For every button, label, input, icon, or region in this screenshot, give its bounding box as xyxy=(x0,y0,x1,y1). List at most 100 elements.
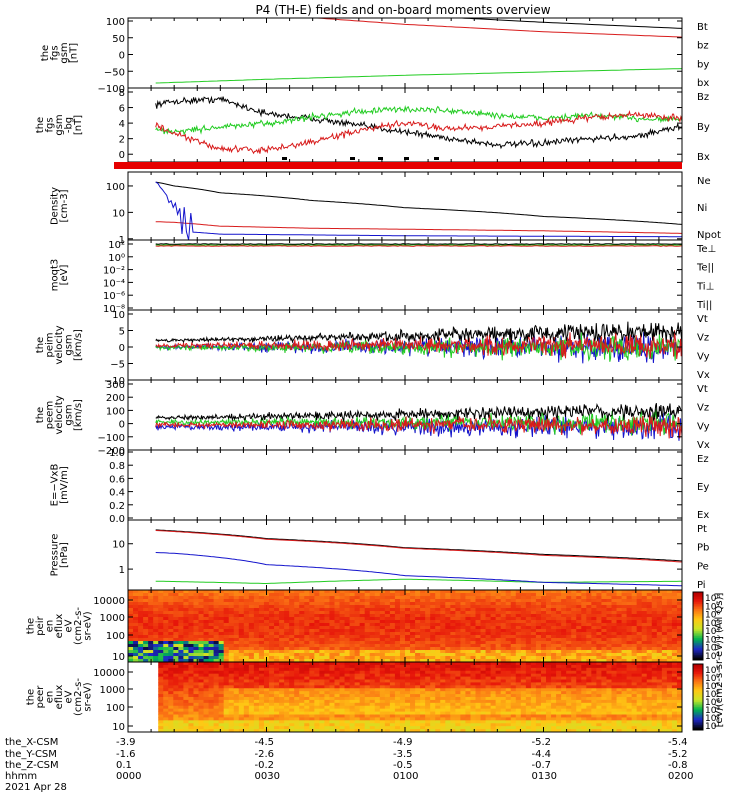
spectrogram-cell xyxy=(243,647,250,651)
spectrogram-cell xyxy=(500,617,507,621)
spectrogram-cell xyxy=(243,688,250,692)
spectrogram-cell xyxy=(213,602,220,606)
spectrogram-cell xyxy=(646,617,653,621)
spectrogram-cell xyxy=(329,644,335,648)
spectrogram-cell xyxy=(354,602,361,606)
spectrogram-cell xyxy=(173,593,179,597)
spectrogram-cell xyxy=(289,673,295,678)
spectrogram-cell xyxy=(445,664,451,669)
spectrogram-cell xyxy=(314,641,320,645)
spectrogram-cell xyxy=(253,635,260,639)
spectrogram-cell xyxy=(394,673,401,678)
spectrogram-cell xyxy=(284,702,290,707)
spectrogram-cell xyxy=(319,702,325,707)
spectrogram-cell xyxy=(188,644,194,648)
spectrogram-cell xyxy=(163,708,169,713)
spectrogram-cell xyxy=(193,676,200,680)
spectrogram-cell xyxy=(415,699,421,704)
spectrogram-cell xyxy=(153,653,159,657)
spectrogram-cell xyxy=(435,705,441,710)
spectrogram-cell xyxy=(369,617,376,621)
spectrogram-cell xyxy=(621,617,628,621)
spectrogram-cell xyxy=(248,697,255,701)
spectrogram-cell xyxy=(440,676,446,680)
spectrogram-cell xyxy=(168,638,174,642)
spectrogram-cell xyxy=(138,656,144,660)
spectrogram-cell xyxy=(631,644,638,648)
spectrogram-cell xyxy=(188,650,194,654)
spectrogram-cell xyxy=(601,605,607,609)
spectrogram-cell xyxy=(173,617,179,621)
spectrogram-cell xyxy=(546,635,552,639)
spectrogram-cell xyxy=(324,593,330,597)
spectrogram-cell xyxy=(208,635,215,639)
y-tick-label: −100 xyxy=(98,433,125,444)
spectrogram-cell xyxy=(420,694,426,698)
spectrogram-cell xyxy=(389,659,396,662)
spectrogram-cell xyxy=(163,638,169,642)
spectrogram-cell xyxy=(525,653,532,657)
spectrogram-cell xyxy=(173,623,179,627)
spectrogram-cell xyxy=(405,717,411,721)
spectrogram-cell xyxy=(253,626,260,630)
spectrogram-cell xyxy=(460,620,466,624)
spectrogram-cell xyxy=(440,638,446,642)
spectrogram-cell xyxy=(188,702,194,707)
spectrogram-cell xyxy=(183,626,189,630)
spectrogram-cell xyxy=(269,638,275,642)
spectrogram-cell xyxy=(435,641,441,645)
spectrogram-cell xyxy=(450,659,456,662)
spectrogram-cell xyxy=(616,605,623,609)
spectrogram-cell xyxy=(530,641,537,645)
spectrogram-cell xyxy=(339,711,346,715)
spectrogram-cell xyxy=(183,720,189,724)
spectrogram-cell xyxy=(646,593,653,597)
spectrogram-cell xyxy=(163,620,169,624)
spectrogram-cell xyxy=(309,605,315,609)
spectrogram-cell xyxy=(294,694,300,698)
spectrogram-cell xyxy=(279,623,285,627)
spectrogram-cell xyxy=(450,694,456,698)
spectrogram-cell xyxy=(420,605,426,609)
spectrogram-cell xyxy=(233,605,240,609)
spectrogram-cell xyxy=(440,682,446,686)
spectrogram-cell xyxy=(243,729,250,732)
spectrogram-cell xyxy=(128,623,134,627)
spectrogram-cell xyxy=(389,647,396,651)
spectrogram-cell xyxy=(465,653,471,657)
spectrogram-cell xyxy=(636,608,643,612)
spectrogram-cell xyxy=(274,611,280,615)
spectrogram-cell xyxy=(435,623,441,627)
spectrogram-cell xyxy=(420,720,426,724)
spectrogram-cell xyxy=(228,611,235,615)
spectrogram-cell xyxy=(198,729,205,732)
spectrogram-cell xyxy=(621,590,628,594)
spectrogram-cell xyxy=(460,650,466,654)
spectrogram-cell xyxy=(551,650,557,654)
spectrogram-cell xyxy=(128,638,134,642)
spectrogram-cell xyxy=(445,599,451,603)
spectrogram-cell xyxy=(289,647,295,651)
spectrogram-cell xyxy=(470,611,477,615)
spectrogram-cell xyxy=(515,599,522,603)
spectrogram-cell xyxy=(203,635,210,639)
spectrogram-cell xyxy=(344,729,351,732)
spectrogram-cell xyxy=(188,667,194,672)
spectrogram-cell xyxy=(495,632,502,636)
spectrogram-cell xyxy=(364,705,371,710)
spectrogram-cell xyxy=(636,611,643,615)
spectrogram-cell xyxy=(676,620,682,624)
spectrogram-cell xyxy=(349,599,356,603)
spectrogram-cell xyxy=(576,608,582,612)
spectrogram-cell xyxy=(581,638,587,642)
spectrogram-cell xyxy=(480,711,487,715)
spectrogram-cell xyxy=(263,705,270,710)
spectrogram-cell xyxy=(208,593,215,597)
spectrogram-cell xyxy=(626,611,633,615)
spectrogram-cell xyxy=(394,650,401,654)
spectrogram-cell xyxy=(374,605,381,609)
spectrogram-cell xyxy=(551,590,557,594)
spectrogram-cell xyxy=(304,729,310,732)
spectrogram-cell xyxy=(631,605,638,609)
spectrogram-cell xyxy=(228,644,235,648)
